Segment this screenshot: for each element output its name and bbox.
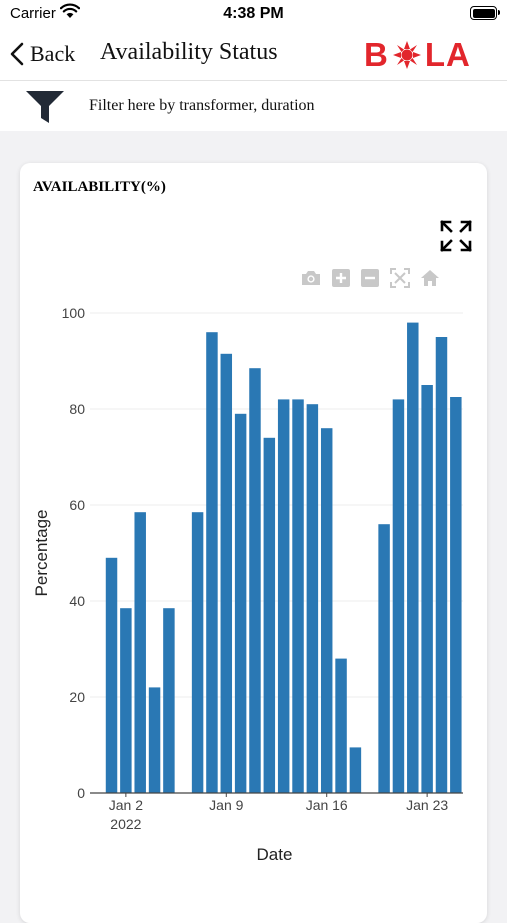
bar-2022-01-25[interactable]	[450, 397, 462, 793]
bar-2022-01-07[interactable]	[191, 512, 204, 793]
logo-sun-icon	[392, 41, 421, 69]
y-tick-labels: 0 20 40 60 80 100	[62, 305, 86, 801]
bar-2022-01-01[interactable]	[105, 557, 118, 793]
bar-2022-01-08[interactable]	[206, 332, 218, 793]
y-tick-label: 100	[62, 305, 86, 321]
y-tick-label: 0	[77, 785, 85, 801]
y-tick-label: 20	[69, 689, 85, 705]
bar-2022-01-18[interactable]	[349, 747, 362, 793]
bar-2022-01-02[interactable]	[120, 608, 132, 793]
navigation-bar: Back Availability Status B LA	[0, 30, 507, 81]
x-tick-label: Jan 23	[406, 797, 448, 813]
camera-icon[interactable]	[300, 269, 322, 292]
bar-2022-01-17[interactable]	[335, 658, 347, 793]
availability-card: AVAILABILITY(%)	[20, 163, 487, 923]
bar-2022-01-15[interactable]	[306, 404, 319, 793]
home-icon[interactable]	[420, 269, 440, 292]
y-tick-label: 40	[69, 593, 85, 609]
bars	[105, 322, 462, 793]
bar-2022-01-22[interactable]	[407, 322, 419, 793]
bar-2022-01-10[interactable]	[234, 413, 247, 793]
battery-icon	[470, 6, 500, 20]
x-tick-labels: Jan 2 2022 Jan 9 Jan 16 Jan 23	[109, 793, 448, 832]
bar-2022-01-14[interactable]	[292, 399, 304, 793]
wifi-icon	[59, 3, 81, 24]
bar-2022-01-23[interactable]	[421, 385, 433, 793]
page-title: Availability Status	[100, 39, 278, 65]
clock: 4:38 PM	[223, 5, 284, 22]
status-bar: Carrier 4:38 PM	[0, 0, 507, 30]
x-tick-sublabel: 2022	[110, 816, 141, 832]
x-tick-label: Jan 9	[209, 797, 243, 813]
bar-2022-01-21[interactable]	[392, 399, 405, 793]
carrier-label: Carrier	[10, 5, 56, 22]
filter-label[interactable]: Filter here by transformer, duration	[89, 97, 315, 114]
y-axis-label: Percentage	[32, 510, 51, 597]
bar-2022-01-12[interactable]	[263, 437, 276, 793]
bar-2022-01-13[interactable]	[277, 399, 290, 793]
x-tick-label: Jan 16	[306, 797, 348, 813]
expand-icon[interactable]	[440, 220, 472, 257]
x-axis-label: Date	[257, 845, 293, 864]
y-tick-label: 60	[69, 497, 85, 513]
bar-2022-01-03[interactable]	[134, 512, 146, 793]
zoom-out-icon[interactable]	[360, 268, 380, 293]
x-tick-label: Jan 2	[109, 797, 143, 813]
back-label: Back	[30, 41, 76, 66]
bar-2022-01-20[interactable]	[378, 524, 390, 793]
bar-2022-01-05[interactable]	[163, 608, 175, 793]
back-button[interactable]: Back	[10, 38, 75, 70]
filter-row[interactable]: Filter here by transformer, duration	[0, 81, 507, 131]
bar-2022-01-24[interactable]	[435, 337, 448, 793]
zoom-in-icon[interactable]	[331, 268, 351, 293]
bar-2022-01-11[interactable]	[249, 368, 261, 793]
bar-2022-01-04[interactable]	[148, 687, 161, 793]
chart-modebar	[300, 267, 440, 294]
y-tick-label: 80	[69, 401, 85, 417]
card-title: AVAILABILITY(%)	[33, 179, 166, 195]
filter-funnel-icon[interactable]	[25, 90, 65, 129]
autoscale-icon[interactable]	[389, 267, 411, 294]
bar-2022-01-16[interactable]	[320, 428, 333, 793]
bola-logo: B LA	[364, 36, 471, 73]
chevron-left-icon	[10, 42, 24, 66]
bar-2022-01-09[interactable]	[220, 353, 233, 793]
